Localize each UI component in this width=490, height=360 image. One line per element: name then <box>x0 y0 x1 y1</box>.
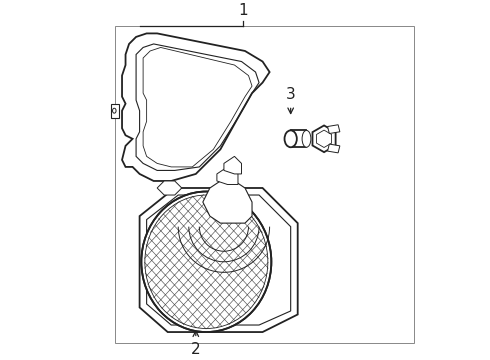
Text: 3: 3 <box>286 87 295 102</box>
Polygon shape <box>313 125 336 152</box>
Polygon shape <box>217 167 238 184</box>
Bar <box>115 26 414 343</box>
Polygon shape <box>122 33 270 181</box>
Polygon shape <box>317 130 332 148</box>
Polygon shape <box>328 144 340 153</box>
Text: 1: 1 <box>239 3 248 18</box>
Polygon shape <box>328 125 340 134</box>
Ellipse shape <box>285 130 297 147</box>
Polygon shape <box>140 188 298 332</box>
Polygon shape <box>224 156 242 174</box>
Polygon shape <box>203 181 252 223</box>
Text: 2: 2 <box>191 342 200 357</box>
Polygon shape <box>112 104 119 118</box>
Ellipse shape <box>113 108 116 113</box>
Polygon shape <box>157 181 182 195</box>
Ellipse shape <box>141 192 271 332</box>
Polygon shape <box>291 130 306 147</box>
Ellipse shape <box>302 130 311 147</box>
